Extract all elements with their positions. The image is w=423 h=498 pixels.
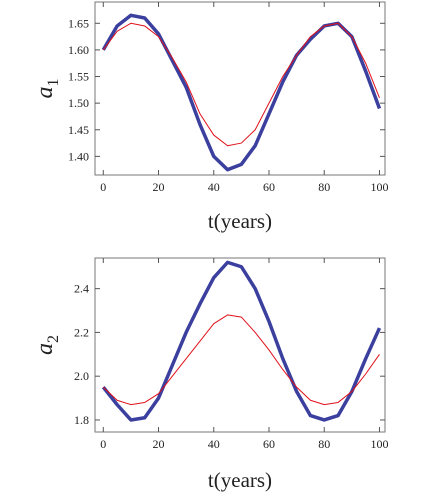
y-tick-label: 2.0 bbox=[74, 369, 89, 383]
x-tick-label: 100 bbox=[370, 180, 388, 194]
data-line bbox=[101, 13, 382, 172]
data-line bbox=[102, 22, 380, 147]
x-tick-label: 40 bbox=[208, 180, 220, 194]
y-axis-label: a2 bbox=[32, 335, 62, 355]
y-tick-label: 1.55 bbox=[68, 70, 89, 84]
y-tick-label: 1.8 bbox=[74, 413, 89, 427]
y-axis-label-sub: 1 bbox=[45, 79, 62, 87]
y-tick-label: 1.50 bbox=[68, 96, 89, 110]
panel: 0 20 40 60 80 100 1.8 2.0 2.2 2.4 t(years) a2 bbox=[32, 257, 388, 492]
y-tick-label: 1.65 bbox=[68, 16, 89, 30]
x-axis-label: t(years) bbox=[208, 468, 272, 492]
data-line bbox=[102, 314, 380, 406]
y-tick-label: 2.4 bbox=[74, 282, 89, 296]
x-tick-label: 80 bbox=[318, 437, 330, 451]
x-tick-label: 60 bbox=[263, 180, 275, 194]
x-tick-label: 20 bbox=[153, 437, 165, 451]
y-tick-label: 1.45 bbox=[68, 123, 89, 137]
x-tick-label: 20 bbox=[153, 180, 165, 194]
data-line bbox=[101, 260, 382, 422]
x-axis-label: t(years) bbox=[208, 209, 272, 233]
x-tick-label: 0 bbox=[100, 180, 106, 194]
y-tick-label: 2.2 bbox=[74, 325, 89, 339]
x-tick-label: 80 bbox=[318, 180, 330, 194]
plot-frame bbox=[94, 1, 386, 176]
y-axis-label-sub: 2 bbox=[45, 335, 62, 343]
x-tick-label: 40 bbox=[208, 437, 220, 451]
panel: 0 20 40 60 80 100 1.40 1.45 1.50 1.55 1.60 1.65 t(ye… bbox=[32, 1, 388, 233]
y-axis-label: a1 bbox=[32, 79, 62, 99]
y-axis-label-base: a bbox=[32, 343, 58, 355]
y-tick-label: 1.40 bbox=[68, 149, 89, 163]
x-tick-label: 100 bbox=[370, 437, 388, 451]
x-tick-label: 60 bbox=[263, 437, 275, 451]
plot-frame bbox=[94, 257, 386, 433]
x-tick-label: 0 bbox=[100, 437, 106, 451]
y-tick-label: 1.60 bbox=[68, 43, 89, 57]
y-axis-label-base: a bbox=[32, 87, 58, 99]
